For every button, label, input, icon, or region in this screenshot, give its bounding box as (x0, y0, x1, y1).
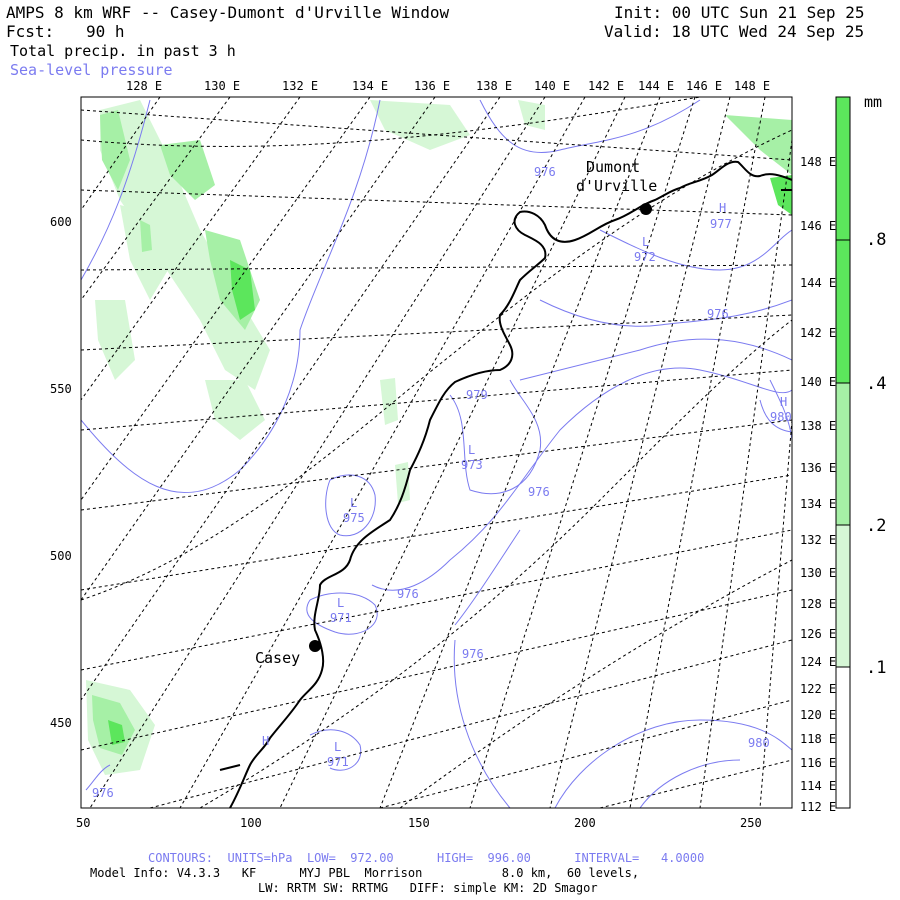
lon-label-right: 128 E (800, 597, 837, 611)
colorbar-label: .1 (866, 658, 887, 678)
y-tick-label: 600 (50, 215, 72, 229)
pressure-label: 971 (330, 611, 352, 625)
precip-field-label: Total precip. in past 3 h (10, 42, 236, 60)
y-tick-label: 500 (50, 549, 72, 563)
pressure-label: 976 (528, 485, 550, 499)
lon-label-right: 124 E (800, 655, 837, 669)
plot-border (80, 96, 793, 809)
lon-label-top: 144 E (638, 79, 675, 93)
pressure-label: L (350, 496, 358, 510)
lon-label-right: 138 E (800, 419, 837, 433)
lon-label-right: 136 E (800, 461, 837, 475)
lon-label-right: 114 E (800, 779, 837, 793)
colorbar-swatch-mid (836, 383, 850, 525)
plot-area (81, 97, 792, 808)
coastline-fragment (219, 764, 241, 771)
latlon-grid (81, 97, 792, 808)
physics-info: LW: RRTM SW: RRTMG DIFF: simple KM: 2D S… (258, 881, 598, 895)
init-time: Init: 00 UTC Sun 21 Sep 25 (614, 3, 865, 22)
pressure-label: 976 (397, 587, 419, 601)
lon-label-right: 112 E (800, 800, 837, 814)
lon-label-top: 130 E (204, 79, 241, 93)
lon-label-right: 144 E (800, 276, 837, 290)
pressure-contours (81, 99, 792, 808)
lon-label-right: 148 E (800, 155, 837, 169)
pressure-label: 975 (343, 511, 365, 525)
colorbar (835, 96, 851, 809)
lon-label-top: 134 E (352, 79, 389, 93)
y-tick-label: 550 (50, 382, 72, 396)
colorbar-swatch-high (836, 97, 850, 240)
valid-time: Valid: 18 UTC Wed 24 Sep 25 (604, 22, 865, 41)
contour-info: CONTOURS: UNITS=hPa LOW= 972.00 HIGH= 99… (148, 851, 705, 865)
lon-label-top: 140 E (534, 79, 571, 93)
lon-label-right: 122 E (800, 682, 837, 696)
slp-field-label: Sea-level pressure (10, 61, 173, 79)
lon-label-right: 140 E (800, 375, 837, 389)
pressure-label: 979 (466, 388, 488, 402)
lon-label-right: 132 E (800, 533, 837, 547)
y-tick-label: 450 (50, 716, 72, 730)
x-tick-label: 50 (76, 816, 91, 830)
lon-label-right: 130 E (800, 566, 837, 580)
pressure-label: 980 (770, 410, 792, 424)
colorbar-label: .4 (866, 374, 887, 394)
pressure-label: L (337, 596, 345, 610)
pressure-label: 976 (534, 165, 556, 179)
station-label-dumont: d'Urville (576, 177, 658, 195)
pressure-label: 976 (462, 647, 484, 661)
precip-shading (86, 100, 792, 775)
x-tick-label: 200 (574, 816, 596, 830)
casey-marker (309, 640, 321, 652)
lon-label-right: 134 E (800, 497, 837, 511)
lon-label-top: 136 E (414, 79, 451, 93)
pressure-label: 972 (634, 250, 656, 264)
model-info: Model Info: V4.3.3 KF MYJ PBL Morrison 8… (90, 866, 640, 880)
colorbar-swatch-mid-high (836, 240, 850, 383)
forecast-hour-value: 90 h (86, 22, 125, 41)
lon-label-top: 128 E (126, 79, 163, 93)
lon-label-right: 146 E (800, 219, 837, 233)
pressure-label: H (780, 395, 788, 409)
lon-label-right: 118 E (800, 732, 837, 746)
pressure-label: 980 (748, 736, 770, 750)
coastline (229, 160, 792, 808)
lon-label-right: 126 E (800, 627, 837, 641)
forecast-hour-label: Fcst: (6, 22, 55, 41)
pressure-label: 976 (707, 307, 729, 321)
pressure-label: 973 (461, 458, 483, 472)
station-label-dumont: Dumont (586, 158, 641, 176)
pressure-label: 977 (710, 217, 732, 231)
pressure-label: L (468, 443, 476, 457)
lon-label-right: 116 E (800, 756, 837, 770)
x-tick-label: 150 (408, 816, 430, 830)
lon-label-top: 132 E (282, 79, 319, 93)
colorbar-label: .8 (866, 230, 887, 250)
x-tick-label: 100 (240, 816, 262, 830)
lon-label-top: 138 E (476, 79, 513, 93)
colorbar-unit: mm (864, 93, 883, 111)
station-label-casey: Casey (255, 649, 301, 667)
lon-label-top: 148 E (734, 79, 771, 93)
x-tick-label: 250 (740, 816, 762, 830)
colorbar-label: .2 (866, 516, 887, 536)
colorbar-swatch-none (836, 667, 850, 808)
lon-label-top: 146 E (686, 79, 723, 93)
colorbar-swatch-low (836, 525, 850, 667)
map-title: AMPS 8 km WRF -- Casey-Dumont d'Urville … (6, 3, 450, 22)
pressure-label: L (642, 235, 650, 249)
lon-label-top: 142 E (588, 79, 625, 93)
pressure-label: L (334, 740, 342, 754)
pressure-label: 971 (327, 755, 349, 769)
pressure-label: H (719, 201, 727, 215)
pressure-label: H (262, 734, 270, 748)
lon-label-right: 142 E (800, 326, 837, 340)
pressure-label: 976 (92, 786, 114, 800)
lon-label-right: 120 E (800, 708, 837, 722)
dumont-durville-marker (640, 203, 652, 215)
